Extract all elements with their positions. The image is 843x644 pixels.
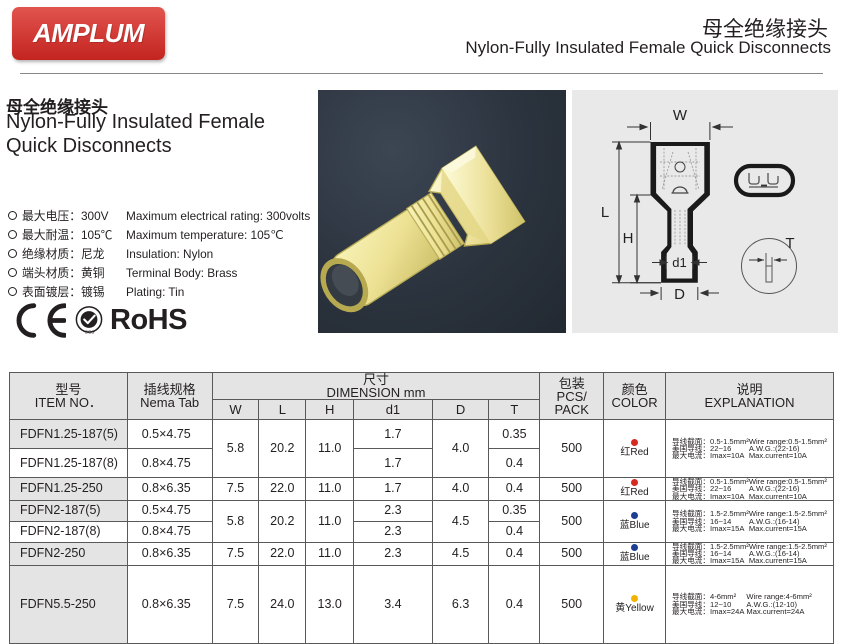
svg-text:H: H xyxy=(623,230,634,247)
svg-text:d1: d1 xyxy=(672,255,686,270)
svg-text:T: T xyxy=(785,235,794,252)
svg-text:D: D xyxy=(674,286,685,303)
svg-text:W: W xyxy=(673,107,688,124)
svg-text:SGS: SGS xyxy=(85,329,95,334)
svg-text:L: L xyxy=(601,204,609,221)
